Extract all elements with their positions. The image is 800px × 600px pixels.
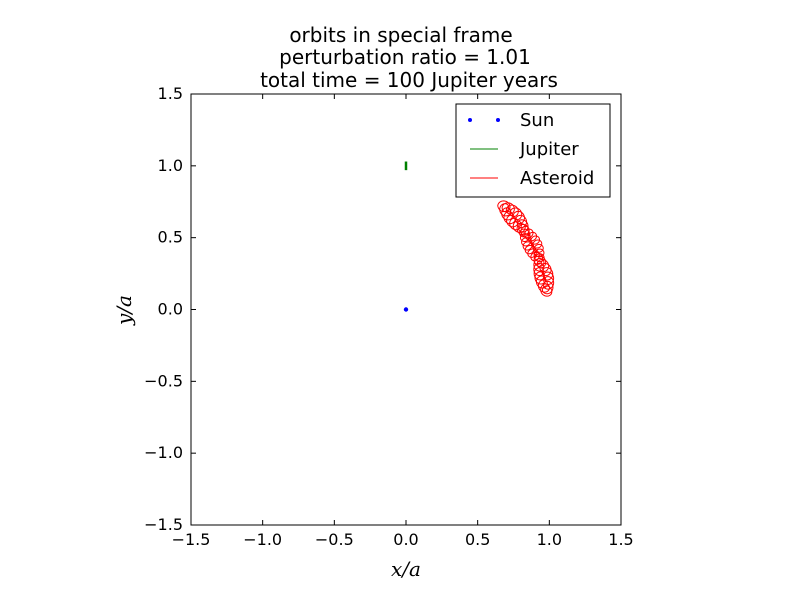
x-tick-label: 0.0 — [393, 530, 418, 549]
legend-jupiter-label: Jupiter — [519, 139, 579, 160]
x-tick-label: −1.0 — [243, 530, 282, 549]
y-tick-label: 1.0 — [158, 156, 183, 175]
title-line-3: total time = 100 Jupiter years — [260, 68, 558, 92]
legend-sun-label: Sun — [520, 110, 554, 131]
legend-sun-marker-1 — [468, 118, 472, 122]
series-layer — [403, 161, 555, 312]
legend-sun-marker-2 — [496, 118, 500, 122]
sun-point — [403, 307, 409, 312]
y-tick-label: 1.5 — [158, 84, 183, 103]
y-tick-label: −0.5 — [144, 371, 183, 390]
title-line-1: orbits in special frame — [289, 23, 512, 47]
title-line-2: perturbation ratio = 1.01 — [279, 45, 531, 69]
y-tick-label: 0.5 — [158, 228, 183, 247]
y-tick-label: 0.0 — [158, 300, 183, 319]
x-tick-label: 1.5 — [608, 530, 633, 549]
x-tick-label: 1.0 — [537, 530, 562, 549]
x-tick-label: −1.5 — [172, 530, 211, 549]
legend: Sun Jupiter Asteroid — [455, 103, 611, 198]
x-axis-label: x/a — [391, 557, 421, 581]
legend-asteroid-label: Asteroid — [520, 168, 594, 189]
y-axis-label: y/a — [112, 295, 136, 326]
chart-title: orbits in special frame perturbation rat… — [260, 23, 558, 92]
x-axis: −1.5 −1.0 −0.5 0.0 0.5 1.0 1.5 — [172, 94, 634, 549]
y-axis: −1.5 −1.0 −0.5 0.0 0.5 1.0 1.5 — [144, 84, 621, 534]
x-tick-label: −0.5 — [315, 530, 354, 549]
asteroid-orbit-line — [497, 200, 555, 297]
y-tick-label: −1.5 — [144, 515, 183, 534]
x-tick-label: 0.5 — [465, 530, 490, 549]
legend-box — [455, 103, 611, 198]
y-tick-label: −1.0 — [144, 443, 183, 462]
